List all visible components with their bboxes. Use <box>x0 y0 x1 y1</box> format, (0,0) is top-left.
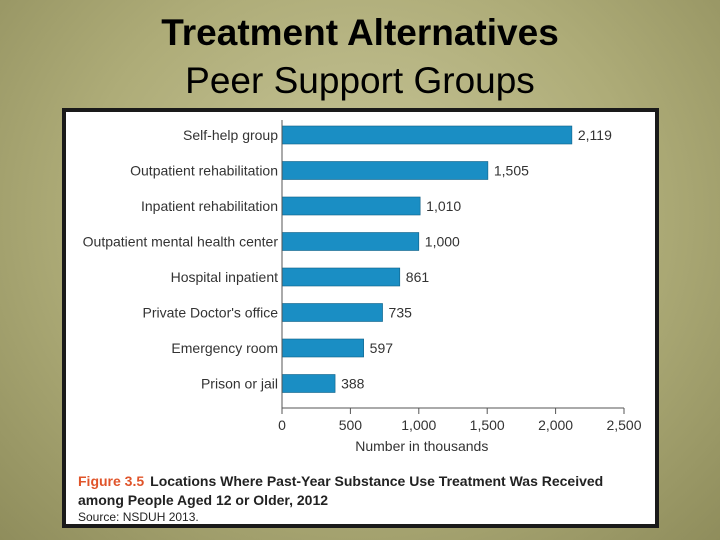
bar <box>281 303 383 322</box>
bar <box>281 338 364 358</box>
figure-source: Source: NSDUH 2013. <box>78 510 199 524</box>
category-label: Self-help group <box>183 127 278 143</box>
figure-caption: Figure 3.5 Locations Where Past-Year Subs… <box>78 472 648 524</box>
figure-panel: Self-help group 2,119 Outpatient rehabilit… <box>66 112 655 524</box>
value-label: 1,505 <box>494 163 529 179</box>
category-label: Private Doctor's office <box>143 305 279 321</box>
x-tick-label: 0 <box>278 417 286 433</box>
bar <box>281 232 420 251</box>
value-label: 388 <box>341 376 365 392</box>
category-label: Outpatient rehabilitation <box>130 163 278 179</box>
x-tick-label: 500 <box>339 417 363 433</box>
slide-title: Treatment Alternatives <box>161 12 559 53</box>
value-label: 1,000 <box>425 234 460 250</box>
x-tick-label: 1,000 <box>401 417 436 433</box>
figure-caption-title: Locations Where Past-Year Substance Use … <box>78 473 604 508</box>
category-label: Emergency room <box>171 340 278 356</box>
category-label: Hospital inpatient <box>171 269 279 285</box>
bar <box>281 374 336 393</box>
category-label: Prison or jail <box>201 376 278 392</box>
figure-frame: Self-help group 2,119 Outpatient rehabilit… <box>62 108 659 528</box>
bar <box>281 267 401 287</box>
value-label: 1,010 <box>426 198 461 214</box>
slide-subtitle: Peer Support Groups <box>185 60 535 101</box>
value-label: 597 <box>370 340 394 356</box>
bar <box>281 161 489 180</box>
value-label: 861 <box>406 269 430 285</box>
x-tick-label: 2,500 <box>606 417 641 433</box>
x-tick-label: 1,500 <box>470 417 505 433</box>
x-tick-label: 2,000 <box>538 417 573 433</box>
value-label: 735 <box>389 305 413 321</box>
category-label: Inpatient rehabilitation <box>141 198 278 214</box>
value-label: 2,119 <box>578 127 612 143</box>
bar <box>281 196 421 216</box>
x-axis-title: Number in thousands <box>355 438 488 454</box>
bar <box>281 125 573 145</box>
figure-number: Figure 3.5 <box>78 473 145 489</box>
category-label: Outpatient mental health center <box>83 234 279 250</box>
bar-chart: Self-help group 2,119 Outpatient rehabilit… <box>83 120 642 454</box>
